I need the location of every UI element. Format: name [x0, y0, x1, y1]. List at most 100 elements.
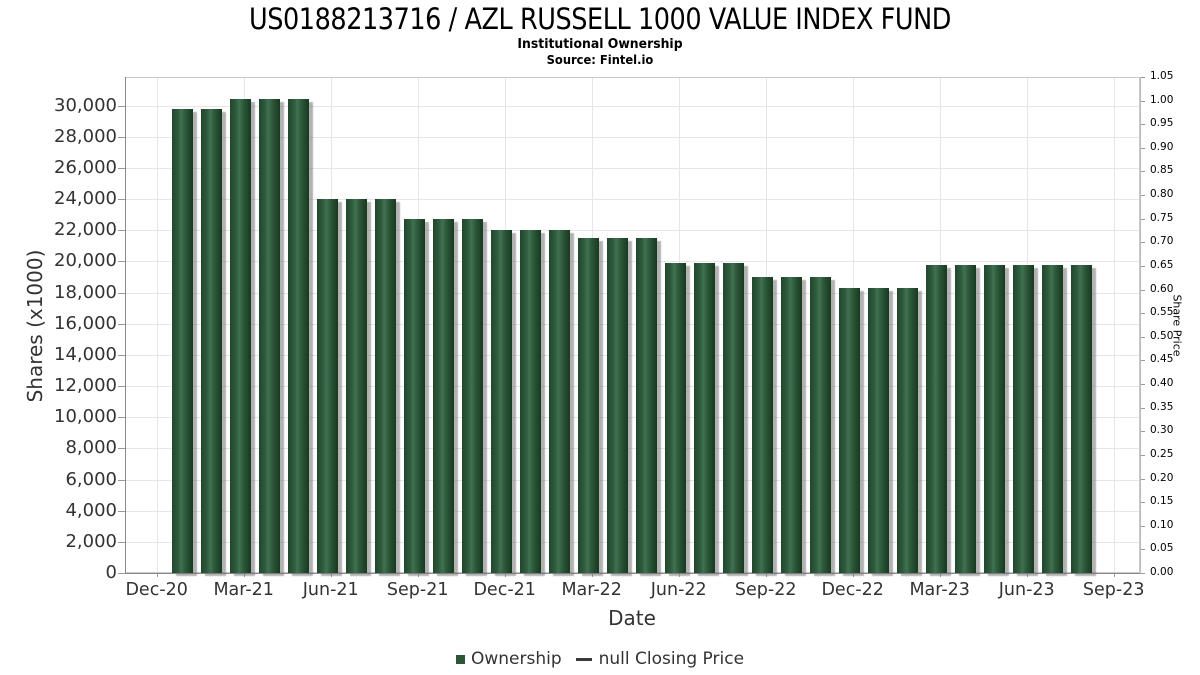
ownership-bar[interactable]: [548, 230, 570, 573]
ownership-bar[interactable]: [635, 238, 657, 573]
ownership-bar[interactable]: [867, 287, 889, 573]
ownership-bar[interactable]: [432, 219, 454, 573]
ownership-bar[interactable]: [200, 108, 222, 573]
x-tickmark: [417, 573, 419, 577]
y2-tickmark: [1140, 360, 1145, 362]
y2-tick-label: 0.45: [1150, 353, 1174, 366]
ownership-bar[interactable]: [896, 287, 918, 573]
x-tick-label: Jun-23: [998, 580, 1055, 600]
legend-label-ownership: Ownership: [470, 649, 562, 669]
legend-item-closing-price[interactable]: null Closing Price: [562, 649, 744, 669]
y2-tickmark: [1140, 171, 1145, 173]
h-gridline: [125, 354, 1140, 356]
legend: Ownership null Closing Price: [0, 645, 1200, 673]
ownership-bar[interactable]: [1070, 264, 1092, 573]
y-tickmark: [118, 417, 125, 419]
x-tickmark: [504, 573, 506, 577]
x-tick-label: Mar-22: [561, 580, 622, 600]
y2-tickmark: [1140, 384, 1145, 386]
y-tickmark: [118, 448, 125, 450]
v-gridline: [1113, 77, 1115, 573]
x-tick-label: Mar-23: [909, 580, 970, 600]
y2-tickmark: [1140, 195, 1145, 197]
x-tickmark: [330, 573, 332, 577]
ownership-bar[interactable]: [751, 277, 773, 573]
x-tickmark: [678, 573, 680, 577]
y-tick-label: 28,000: [54, 125, 117, 147]
ownership-bar[interactable]: [577, 238, 599, 573]
ownership-bar[interactable]: [722, 263, 744, 573]
y-tick-label: 10,000: [54, 406, 117, 428]
ownership-bar[interactable]: [693, 263, 715, 573]
x-tick-label: Sep-22: [734, 580, 797, 600]
y-tick-label: 8,000: [65, 437, 117, 459]
y2-tick-label: 0.85: [1150, 164, 1174, 177]
ownership-bar[interactable]: [287, 99, 309, 573]
ownership-bar[interactable]: [954, 264, 976, 573]
legend-item-ownership[interactable]: Ownership: [455, 649, 562, 669]
x-tick-label: Jun-22: [650, 580, 707, 600]
x-axis-title: Date: [608, 606, 656, 630]
y2-tickmark: [1140, 502, 1145, 504]
ownership-bar[interactable]: [258, 99, 280, 573]
ownership-bar[interactable]: [809, 277, 831, 573]
ownership-bar[interactable]: [838, 287, 860, 573]
y-tickmark: [118, 510, 125, 512]
y2-tick-label: 0.65: [1150, 258, 1174, 271]
ownership-bar[interactable]: [374, 199, 396, 573]
y-tickmark: [118, 354, 125, 356]
y2-tick-label: 0.70: [1150, 235, 1174, 248]
y2-tick-label: 1.05: [1150, 70, 1174, 82]
h-gridline: [125, 510, 1140, 512]
v-gridline: [156, 77, 158, 573]
y2-tickmark: [1140, 407, 1145, 409]
y-tick-label: 18,000: [54, 281, 117, 303]
y2-tickmark: [1140, 525, 1145, 527]
ownership-bar[interactable]: [316, 199, 338, 573]
y-tickmark: [118, 199, 125, 201]
chart-subtitle: Institutional Ownership: [517, 36, 683, 52]
ownership-bar[interactable]: [229, 99, 251, 573]
x-tick-label: Sep-23: [1082, 580, 1145, 600]
ownership-bar[interactable]: [519, 230, 541, 573]
x-tickmark: [1113, 573, 1115, 577]
ownership-bar[interactable]: [925, 264, 947, 573]
ownership-bar[interactable]: [1041, 264, 1063, 573]
h-gridline: [125, 105, 1140, 107]
y2-tick-label: 0.30: [1150, 424, 1174, 437]
ownership-bar[interactable]: [1012, 264, 1034, 573]
x-tick-label: Sep-21: [386, 580, 449, 600]
y-tick-label: 14,000: [54, 343, 117, 365]
y-tickmark: [118, 261, 125, 263]
y-tick-label: 30,000: [54, 94, 117, 116]
ownership-bar[interactable]: [490, 230, 512, 573]
y-tickmark: [118, 323, 125, 325]
ownership-bar[interactable]: [345, 199, 367, 573]
y2-tick-label: 0.35: [1150, 400, 1174, 413]
ownership-bar[interactable]: [171, 108, 193, 573]
h-gridline: [125, 199, 1140, 201]
y2-axis-title: Share Price: [1170, 294, 1184, 357]
h-gridline: [125, 323, 1140, 325]
ownership-bar[interactable]: [664, 263, 686, 573]
ownership-bar[interactable]: [461, 219, 483, 573]
y2-tick-label: 0.20: [1150, 471, 1174, 484]
y2-tick-label: 0.95: [1150, 117, 1174, 130]
ownership-bar[interactable]: [780, 277, 802, 573]
x-tickmark: [1026, 573, 1028, 577]
y2-tick-label: 0.75: [1150, 211, 1174, 224]
x-tickmark: [765, 573, 767, 577]
ownership-bar[interactable]: [983, 264, 1005, 573]
legend-label-closing-price: null Closing Price: [598, 649, 745, 669]
y2-tickmark: [1140, 265, 1145, 267]
y-tick-label: 6,000: [65, 468, 117, 490]
x-tickmark: [591, 573, 593, 577]
y-axis-title: Shares (x1000): [23, 249, 47, 403]
y2-tick-label: 0.50: [1150, 329, 1174, 342]
ownership-bar[interactable]: [403, 219, 425, 573]
y-tick-label: 20,000: [54, 250, 117, 272]
closing-price-line-icon: [575, 657, 592, 661]
ownership-bar[interactable]: [606, 238, 628, 573]
y2-tick-label: 0.05: [1150, 542, 1174, 555]
y2-tick-label: 0.25: [1150, 447, 1174, 460]
